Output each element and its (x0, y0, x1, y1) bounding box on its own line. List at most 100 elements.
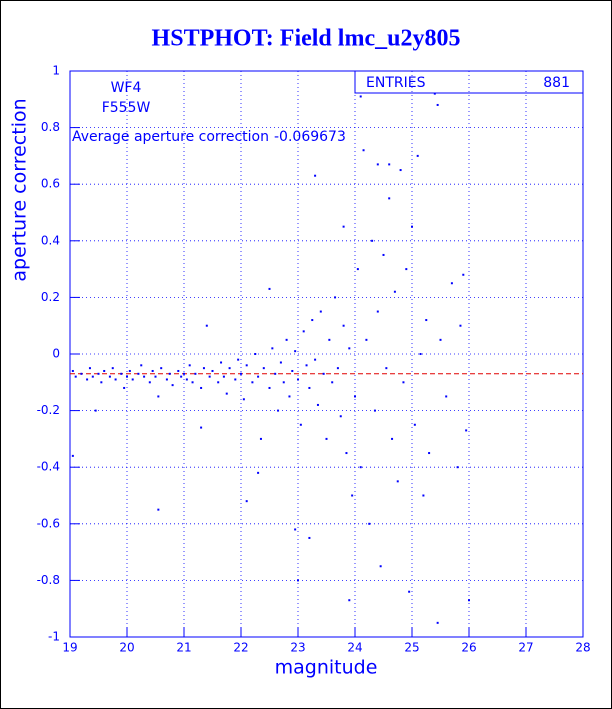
point (322, 372, 325, 375)
point (217, 381, 220, 384)
point (285, 338, 288, 341)
point (268, 386, 271, 389)
y-tick-label: 0.4 (41, 233, 60, 247)
point (359, 466, 362, 469)
point (148, 381, 151, 384)
point (348, 347, 351, 350)
point (362, 149, 365, 152)
x-tick-label: 25 (404, 641, 419, 655)
point (297, 378, 299, 381)
point (331, 381, 334, 384)
point (339, 415, 342, 418)
y-tick-label: 0.8 (41, 120, 60, 134)
point (126, 375, 128, 378)
point (402, 381, 405, 384)
point (399, 169, 402, 172)
point (108, 375, 111, 378)
stats-label: ENTRIES (366, 75, 426, 91)
point (177, 369, 180, 372)
point (120, 372, 123, 375)
point (202, 367, 205, 370)
point (111, 367, 114, 370)
point (468, 599, 470, 602)
y-tick-label: 0.6 (41, 177, 60, 191)
point (71, 369, 74, 372)
point (294, 350, 297, 353)
point (242, 398, 245, 401)
point (94, 409, 97, 412)
point (100, 381, 103, 384)
annotation: F555W (102, 100, 151, 116)
point (114, 378, 117, 381)
x-tick-label: 26 (461, 641, 476, 655)
y-tick-label: -0.6 (37, 516, 60, 530)
point (385, 367, 388, 370)
point (128, 369, 131, 372)
point (433, 92, 436, 95)
point (305, 364, 308, 367)
x-axis-label: magnitude (275, 657, 378, 679)
y-tick-label: -1 (48, 630, 60, 644)
point (354, 395, 356, 398)
point (456, 466, 459, 469)
point (382, 253, 385, 256)
point (336, 367, 339, 370)
point (319, 310, 322, 313)
point (425, 319, 428, 322)
point (103, 369, 106, 372)
point (257, 471, 260, 474)
point (254, 353, 257, 355)
point (328, 338, 331, 341)
point (140, 364, 143, 367)
point (388, 163, 391, 166)
point (342, 225, 345, 228)
y-tick-label: 1 (52, 64, 60, 78)
point (74, 375, 77, 378)
point (297, 579, 299, 582)
point (288, 395, 291, 398)
x-tick-label: 28 (575, 641, 590, 655)
point (436, 103, 439, 106)
point (334, 296, 337, 299)
point (205, 324, 208, 327)
point (302, 330, 305, 333)
average-annotation: Average aperture correction -0.069673 (72, 129, 346, 145)
point (368, 522, 371, 525)
point (200, 426, 203, 429)
point (251, 381, 254, 384)
point (268, 287, 271, 290)
point (314, 174, 317, 177)
point (171, 384, 174, 387)
point (396, 480, 399, 483)
point (183, 372, 185, 375)
point (222, 375, 225, 378)
point (419, 353, 422, 355)
point (194, 372, 197, 375)
point (376, 310, 379, 313)
point (365, 338, 368, 341)
point (371, 239, 374, 242)
point (245, 500, 248, 503)
point (240, 372, 242, 375)
point (274, 372, 277, 375)
point (277, 409, 280, 412)
point (299, 423, 302, 426)
point (168, 372, 171, 375)
point (259, 437, 262, 440)
stats-value: 881 (543, 75, 570, 91)
y-axis-label: aperture correction (9, 98, 31, 281)
point (316, 403, 319, 406)
point (279, 361, 282, 364)
point (86, 378, 89, 381)
point (359, 95, 362, 98)
y-tick-label: -0.2 (37, 403, 60, 417)
annotation: WF4 (111, 80, 142, 96)
point (376, 163, 379, 166)
point (405, 268, 408, 271)
y-tick-label: -0.4 (37, 460, 60, 474)
y-tick-label: 0 (52, 347, 60, 361)
point (356, 268, 359, 271)
point (208, 375, 211, 378)
point (271, 347, 274, 350)
